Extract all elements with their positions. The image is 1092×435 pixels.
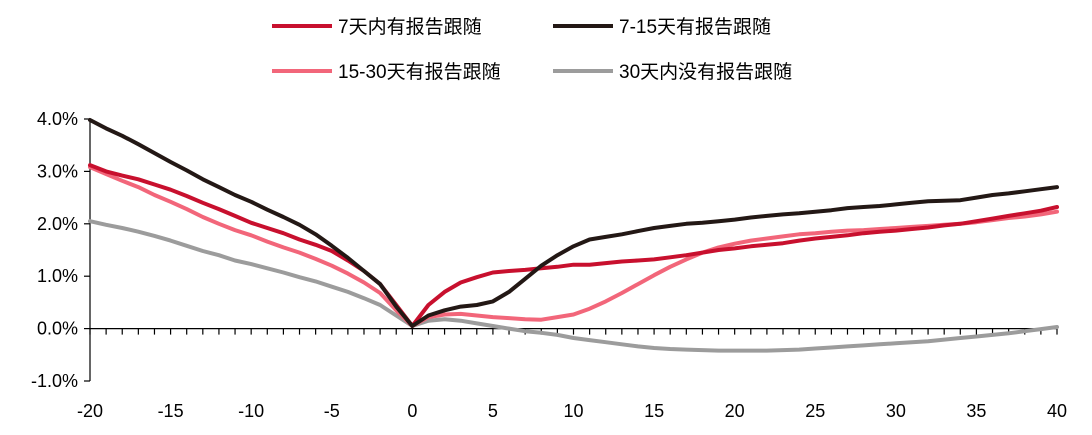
series-line-2 bbox=[88, 118, 1059, 328]
series-line-1 bbox=[88, 163, 1059, 328]
legend-label-series-4: 30天内没有报告跟随 bbox=[619, 61, 792, 83]
x-tick-label: 25 bbox=[805, 401, 825, 421]
x-tick-label: 35 bbox=[966, 401, 986, 421]
legend-item-series-4: 30天内没有报告跟随 bbox=[553, 61, 792, 83]
series-line-3 bbox=[88, 165, 1059, 328]
legend: 7天内有报告跟随 7-15天有报告跟随 15-30天有报告跟随 30天内没有报告… bbox=[272, 16, 792, 83]
x-tick-label: 30 bbox=[886, 401, 906, 421]
y-tick-label: 1.0% bbox=[37, 266, 78, 286]
x-tick-label: -10 bbox=[238, 401, 264, 421]
y-tick-label: 0.0% bbox=[37, 319, 78, 339]
y-tick-label: 2.0% bbox=[37, 214, 78, 234]
y-tick-label: 3.0% bbox=[37, 161, 78, 181]
legend-label-series-2: 7-15天有报告跟随 bbox=[619, 16, 771, 38]
legend-item-series-3: 15-30天有报告跟随 bbox=[272, 61, 501, 83]
x-tick-label: -15 bbox=[158, 401, 184, 421]
x-tick-label: 10 bbox=[563, 401, 583, 421]
series-lines bbox=[88, 118, 1059, 353]
x-tick-label: 40 bbox=[1047, 401, 1067, 421]
series-line-4 bbox=[88, 219, 1059, 353]
x-tick-label: 15 bbox=[644, 401, 664, 421]
y-tick-label: 4.0% bbox=[37, 109, 78, 129]
legend-item-series-2: 7-15天有报告跟随 bbox=[553, 16, 771, 38]
x-tick-label: -20 bbox=[77, 401, 103, 421]
x-tick-label: -5 bbox=[324, 401, 340, 421]
axes: 4.0% 3.0% 2.0% 1.0% 0.0% -1.0% -20 -15 -10 -5 0 5 10… bbox=[31, 109, 1067, 421]
x-tick-label: 0 bbox=[407, 401, 417, 421]
x-tick-label: 20 bbox=[725, 401, 745, 421]
legend-label-series-1: 7天内有报告跟随 bbox=[338, 16, 482, 38]
legend-item-series-1: 7天内有报告跟随 bbox=[272, 16, 482, 38]
legend-label-series-3: 15-30天有报告跟随 bbox=[338, 61, 501, 83]
x-tick-label: 5 bbox=[488, 401, 498, 421]
y-tick-label: -1.0% bbox=[31, 371, 78, 391]
